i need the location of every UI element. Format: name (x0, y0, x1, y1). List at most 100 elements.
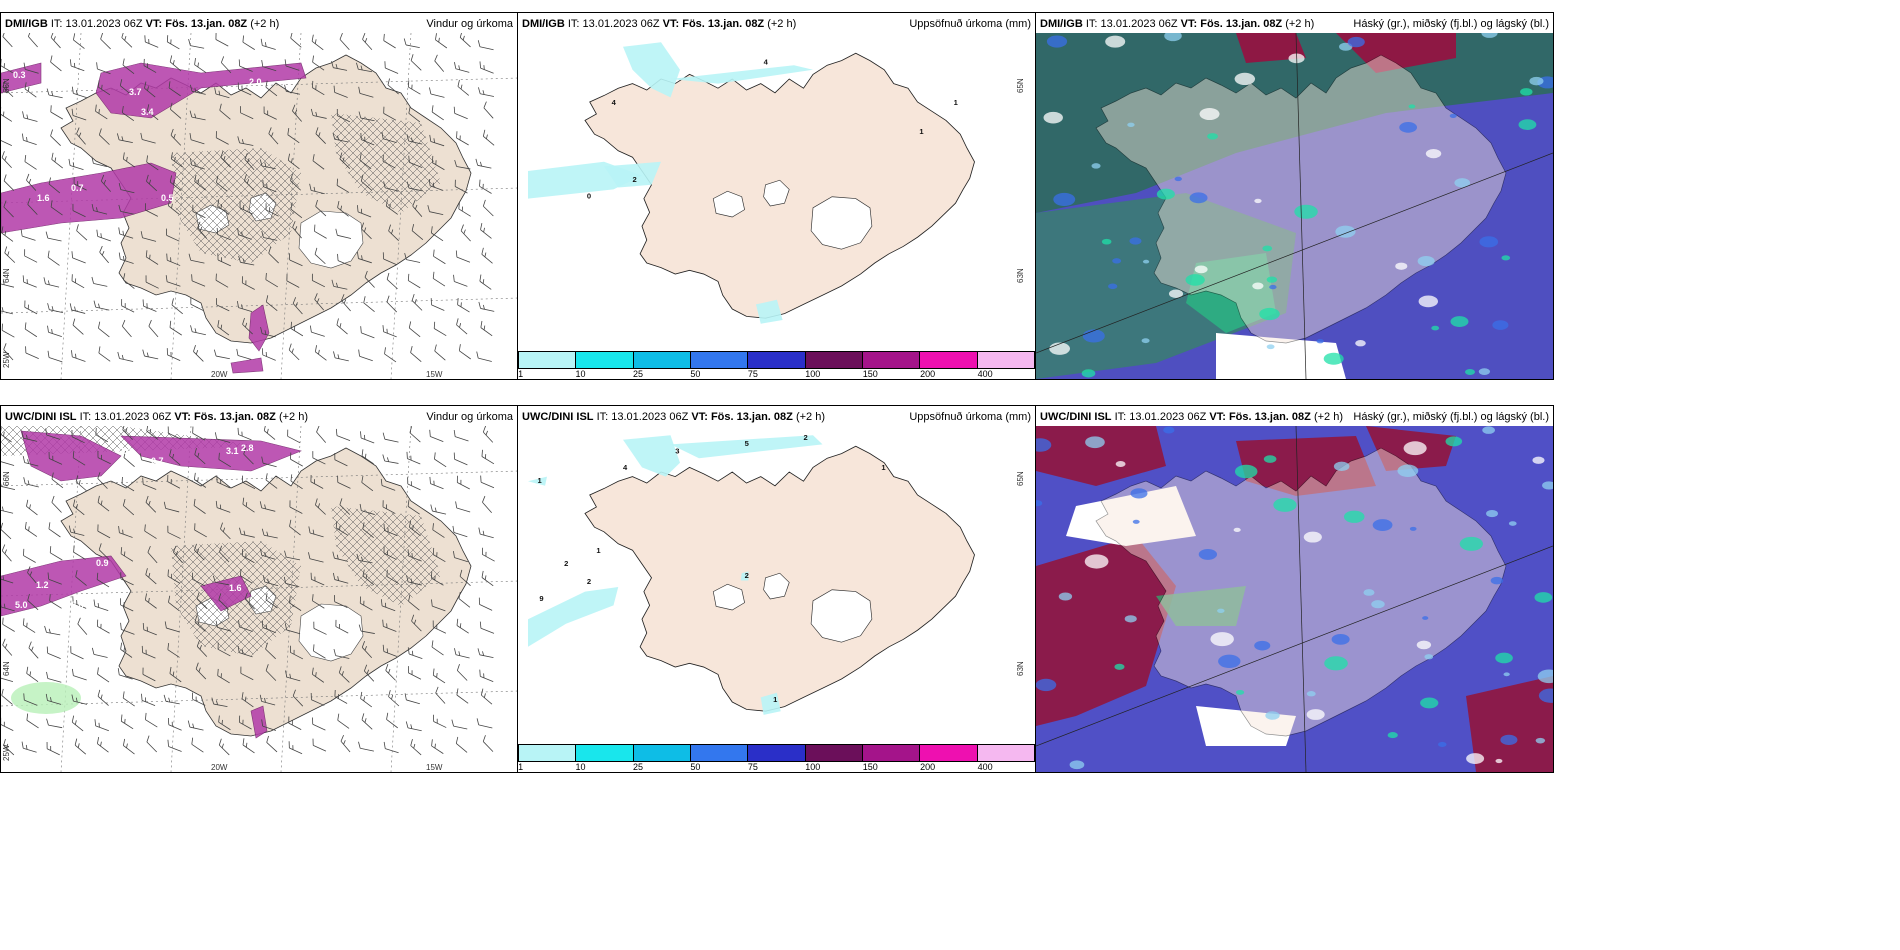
cloud-speckle (1331, 633, 1350, 645)
wind-barb (316, 426, 327, 443)
accum-precip-map-uwc: UWC/DINI ISL IT: 13.01.2023 06Z VT: Fös.… (517, 405, 1036, 773)
wind-barb (169, 55, 182, 72)
wind-barb (454, 648, 470, 659)
wind-barb (43, 277, 60, 288)
wind-barb (292, 104, 302, 122)
wind-barb (482, 735, 494, 752)
wind-barb (357, 251, 372, 264)
precip-area (670, 65, 813, 84)
wind-barb (382, 500, 396, 514)
precip-value-label: 2 (804, 433, 808, 442)
wind-barb (452, 550, 468, 563)
wind-barb (2, 33, 13, 48)
wind-barb (218, 593, 229, 610)
map-canvas (1036, 33, 1553, 379)
cloud-speckle (1449, 113, 1457, 118)
cloud-speckle (1303, 531, 1322, 543)
wind-barb (260, 38, 276, 50)
precip-value-label: 3.7 (129, 87, 142, 97)
cloud-speckle (1189, 192, 1208, 204)
colorbar-swatch (861, 744, 920, 762)
model-source: DMI/IGB (1040, 18, 1083, 30)
wind-barb (459, 33, 471, 48)
it-label: IT: (1085, 18, 1098, 30)
wind-barb (96, 619, 110, 634)
wind-barb (27, 33, 38, 48)
wind-barb (431, 226, 444, 242)
wind-barb (429, 87, 445, 98)
wind-barb (216, 298, 230, 312)
wind-barb (68, 525, 85, 536)
colorbar-tick-label: 150 (862, 762, 878, 772)
colorbar (518, 744, 1035, 762)
colorbar-swatch (689, 351, 748, 369)
wind-barb (289, 253, 303, 267)
wind-barb (118, 252, 134, 264)
wind-barb (122, 499, 135, 516)
wind-barb (165, 275, 181, 287)
wind-barb (117, 668, 133, 680)
wind-barb (478, 301, 495, 312)
vt-label: VT: (145, 18, 163, 30)
wind-barb (25, 346, 39, 359)
wind-barb (120, 622, 135, 635)
graticule-line (1295, 426, 1307, 772)
cloud-speckle (1218, 654, 1241, 669)
wind-barb (455, 501, 471, 513)
wind-barb (73, 545, 86, 560)
wind-barb (480, 223, 492, 239)
cloud-layer-patch (1036, 33, 1553, 213)
wind-barb (261, 230, 278, 241)
cloud-speckle (1082, 329, 1105, 343)
cloud-speckle (1347, 36, 1365, 48)
wind-barb (236, 348, 252, 360)
wind-barb (261, 528, 278, 539)
wind-barb (409, 520, 421, 537)
wind-barb (47, 325, 62, 338)
cloud-speckle (1265, 711, 1280, 720)
wind-precip-map-uwc: UWC/DINI ISL IT: 13.01.2023 06Z VT: Fös.… (0, 405, 518, 773)
wind-barb (432, 547, 446, 563)
wind-barb (123, 738, 135, 755)
wind-barb (237, 82, 252, 96)
wind-barb (386, 295, 398, 313)
wind-barb (46, 742, 60, 756)
precip-value-label: 2.0 (249, 77, 262, 87)
wind-barb (312, 154, 325, 170)
wind-barb (359, 503, 375, 515)
wind-barb (1, 600, 15, 612)
wind-barb (262, 575, 279, 587)
wind-barb (411, 294, 423, 311)
product-title: Háský (gr.), miðský (fj.bl.) og lágský (… (1353, 18, 1549, 30)
cloud-speckle (1046, 35, 1068, 48)
colorbar-tick-label: 1 (518, 762, 524, 772)
glacier-outline (712, 190, 745, 218)
wind-barb (2, 638, 13, 656)
wind-barb (411, 224, 424, 240)
wind-barb (434, 54, 445, 72)
wind-barb (332, 132, 349, 143)
precip-area (20, 430, 122, 482)
cloud-speckle (1466, 753, 1485, 764)
wind-barb (141, 645, 156, 659)
wind-barb (46, 718, 63, 729)
wind-barb (3, 343, 14, 361)
wind-barb (22, 618, 36, 633)
wind-barb (3, 174, 15, 191)
glacier-outline (810, 589, 873, 643)
wind-barb (190, 325, 206, 336)
model-source: UWC/DINI ISL (5, 411, 77, 423)
wind-barb (118, 526, 133, 538)
wind-barb (24, 300, 38, 315)
cloud-layer-patch (1036, 426, 1166, 486)
cloud-speckle (1036, 678, 1057, 692)
cloud-speckle (1403, 441, 1427, 456)
wind-barb (51, 495, 62, 513)
wind-barb (118, 182, 135, 194)
precip-value-label: 0.7 (71, 183, 84, 193)
wind-barb (24, 154, 37, 170)
precip-area (756, 299, 783, 324)
wind-barb (240, 666, 254, 681)
it-label: IT: (567, 18, 580, 30)
cloud-speckle (1492, 320, 1509, 330)
